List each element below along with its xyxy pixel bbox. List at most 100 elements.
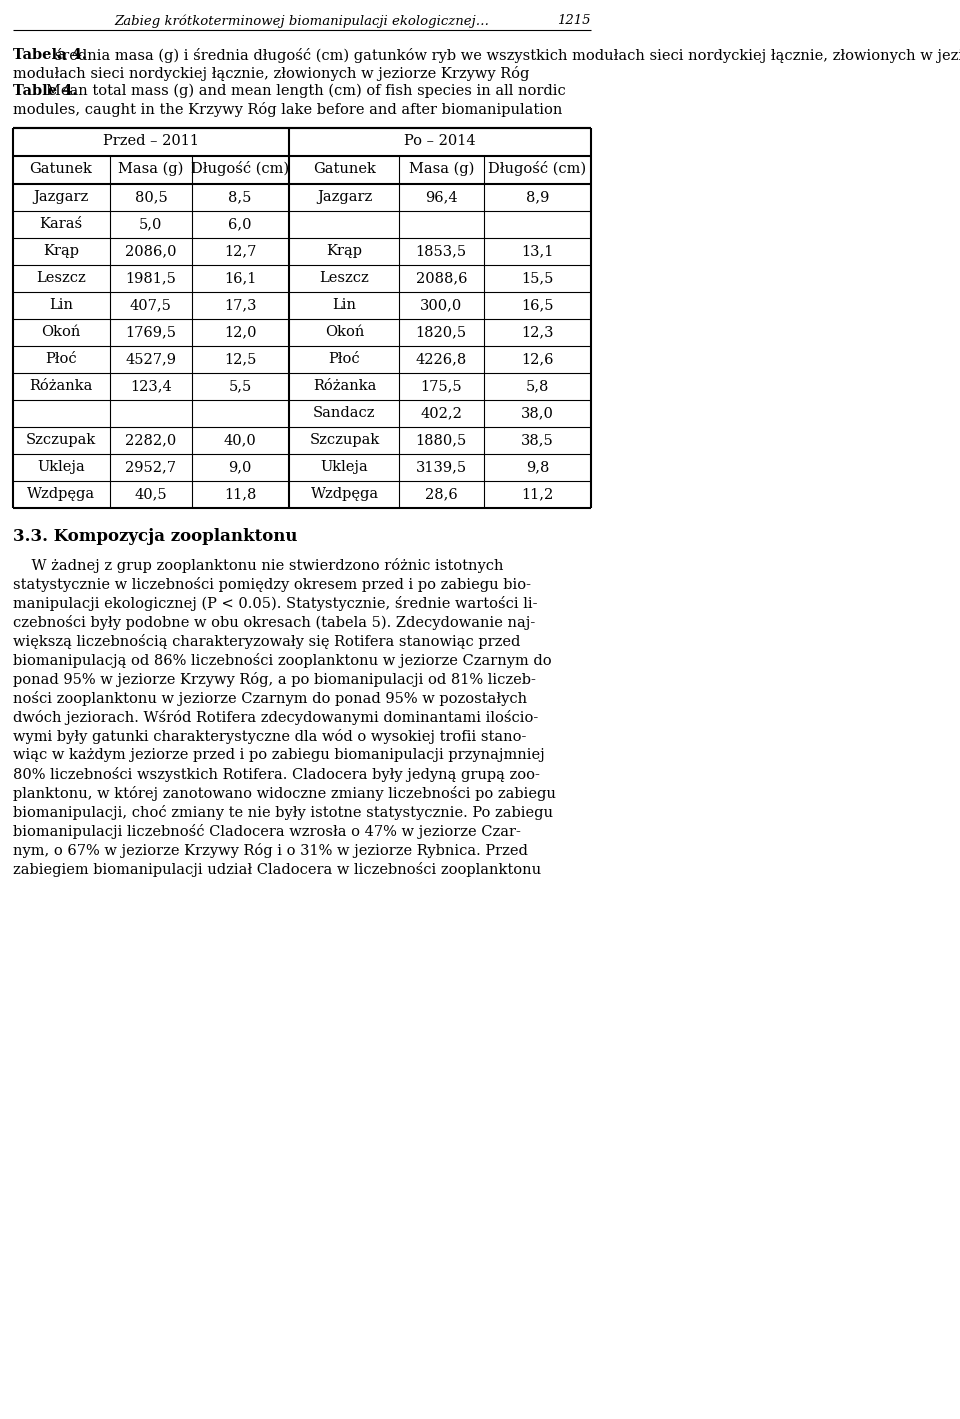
Text: Lin: Lin xyxy=(332,298,356,312)
Text: 8,9: 8,9 xyxy=(526,190,549,204)
Text: 96,4: 96,4 xyxy=(425,190,458,204)
Text: 28,6: 28,6 xyxy=(425,487,458,501)
Text: Długość (cm): Długość (cm) xyxy=(489,162,587,176)
Text: 4527,9: 4527,9 xyxy=(126,352,177,366)
Text: Masa (g): Masa (g) xyxy=(118,162,183,176)
Text: Leszcz: Leszcz xyxy=(36,271,85,285)
Text: Okoń: Okoń xyxy=(41,325,81,339)
Text: Table 4.: Table 4. xyxy=(12,84,77,98)
Text: Jazgarz: Jazgarz xyxy=(317,190,372,204)
Text: Krąp: Krąp xyxy=(326,244,363,258)
Text: Szczupak: Szczupak xyxy=(309,433,379,447)
Text: Szczupak: Szczupak xyxy=(26,433,96,447)
Text: 5,0: 5,0 xyxy=(139,217,162,231)
Text: 3139,5: 3139,5 xyxy=(416,460,467,474)
Text: Zabieg krótkoterminowej biomanipulacji ekologicznej…: Zabieg krótkoterminowej biomanipulacji e… xyxy=(114,14,490,27)
Text: 6,0: 6,0 xyxy=(228,217,252,231)
Text: biomanipulacji liczebność Cladocera wzrosła o 47% w jeziorze Czar-: biomanipulacji liczebność Cladocera wzro… xyxy=(12,824,520,839)
Text: 12,3: 12,3 xyxy=(521,325,554,339)
Text: Jazgarz: Jazgarz xyxy=(34,190,88,204)
Text: czebności były podobne w obu okresach (tabela 5). Zdecydowanie naj-: czebności były podobne w obu okresach (t… xyxy=(12,614,535,630)
Text: 1820,5: 1820,5 xyxy=(416,325,467,339)
Text: 300,0: 300,0 xyxy=(420,298,463,312)
Text: modules, caught in the Krzywy Róg lake before and after biomanipulation: modules, caught in the Krzywy Róg lake b… xyxy=(12,102,562,116)
Text: Wzdрęga: Wzdрęga xyxy=(27,487,95,501)
Text: Długość (cm): Długość (cm) xyxy=(191,162,289,176)
Text: 175,5: 175,5 xyxy=(420,379,462,393)
Text: Masa (g): Masa (g) xyxy=(409,162,474,176)
Text: Karaś: Karaś xyxy=(39,217,83,231)
Text: 9,8: 9,8 xyxy=(526,460,549,474)
Text: 11,2: 11,2 xyxy=(521,487,554,501)
Text: manipulacji ekologicznej (P < 0.05). Statystycznie, średnie wartości li-: manipulacji ekologicznej (P < 0.05). Sta… xyxy=(12,596,537,612)
Text: 5,8: 5,8 xyxy=(526,379,549,393)
Text: 3.3. Kompozycja zooplanktonu: 3.3. Kompozycja zooplanktonu xyxy=(12,528,297,545)
Text: 2952,7: 2952,7 xyxy=(126,460,177,474)
Text: Gatunek: Gatunek xyxy=(30,162,92,176)
Text: 80% liczebności wszystkich Rotifera. Cladocera były jedyną grupą zoo-: 80% liczebności wszystkich Rotifera. Cla… xyxy=(12,768,540,782)
Text: Okoń: Okoń xyxy=(324,325,364,339)
Text: Po – 2014: Po – 2014 xyxy=(404,133,476,148)
Text: średnia masa (g) i średnia długość (cm) gatunków ryb we wszystkich modułach siec: średnia masa (g) i średnia długość (cm) … xyxy=(50,48,960,62)
Text: ponad 95% w jeziorze Krzywy Róg, a po biomanipulacji od 81% liczeb-: ponad 95% w jeziorze Krzywy Róg, a po bi… xyxy=(12,673,536,687)
Text: 38,5: 38,5 xyxy=(521,433,554,447)
Text: 16,1: 16,1 xyxy=(224,271,256,285)
Text: 1769,5: 1769,5 xyxy=(126,325,177,339)
Text: 9,0: 9,0 xyxy=(228,460,252,474)
Text: Różanka: Różanka xyxy=(313,379,376,393)
Text: 8,5: 8,5 xyxy=(228,190,252,204)
Text: 5,5: 5,5 xyxy=(228,379,252,393)
Text: Płoć: Płoć xyxy=(328,352,360,366)
Text: 13,1: 13,1 xyxy=(521,244,554,258)
Text: dwóch jeziorach. Wśród Rotifera zdecydowanymi dominantami ilościo-: dwóch jeziorach. Wśród Rotifera zdecydow… xyxy=(12,710,538,725)
Text: 4226,8: 4226,8 xyxy=(416,352,467,366)
Text: zabiegiem biomanipulacji udział Cladocera w liczebności zooplanktonu: zabiegiem biomanipulacji udział Cladocer… xyxy=(12,861,540,877)
Text: W żadnej z grup zooplanktonu nie stwierdzono różnic istotnych: W żadnej z grup zooplanktonu nie stwierd… xyxy=(12,558,503,573)
Text: 2282,0: 2282,0 xyxy=(125,433,177,447)
Text: wymi były gatunki charakterystyczne dla wód o wysokiej trofii stano-: wymi były gatunki charakterystyczne dla … xyxy=(12,729,526,744)
Text: 1981,5: 1981,5 xyxy=(126,271,177,285)
Text: Ukleja: Ukleja xyxy=(37,460,84,474)
Text: Tabela 4.: Tabela 4. xyxy=(12,48,86,62)
Text: Płoć: Płoć xyxy=(45,352,77,366)
Text: 15,5: 15,5 xyxy=(521,271,554,285)
Text: 17,3: 17,3 xyxy=(224,298,256,312)
Text: statystycznie w liczebności pomiędzy okresem przed i po zabiegu bio-: statystycznie w liczebności pomiędzy okr… xyxy=(12,578,531,592)
Text: nym, o 67% w jeziorze Krzywy Róg i o 31% w jeziorze Rybnica. Przed: nym, o 67% w jeziorze Krzywy Róg i o 31%… xyxy=(12,843,527,858)
Text: planktonu, w której zanotowano widoczne zmiany liczebności po zabiegu: planktonu, w której zanotowano widoczne … xyxy=(12,786,556,800)
Text: 16,5: 16,5 xyxy=(521,298,554,312)
Text: ności zooplanktonu w jeziorze Czarnym do ponad 95% w pozostałych: ności zooplanktonu w jeziorze Czarnym do… xyxy=(12,691,527,707)
Text: Przed – 2011: Przed – 2011 xyxy=(103,133,199,148)
Text: wiąc w każdym jeziorze przed i po zabiegu biomanipulacji przynajmniej: wiąc w każdym jeziorze przed i po zabieg… xyxy=(12,748,544,762)
Text: Lin: Lin xyxy=(49,298,73,312)
Text: 1880,5: 1880,5 xyxy=(416,433,467,447)
Text: 80,5: 80,5 xyxy=(134,190,167,204)
Text: modułach sieci nordyckiej łącznie, złowionych w jeziorze Krzywy Róg: modułach sieci nordyckiej łącznie, złowi… xyxy=(12,67,529,81)
Text: biomanipulacji, choć zmiany te nie były istotne statystycznie. Po zabiegu: biomanipulacji, choć zmiany te nie były … xyxy=(12,805,553,820)
Text: 407,5: 407,5 xyxy=(130,298,172,312)
Text: większą liczebnością charakteryzowały się Rotifera stanowiąc przed: większą liczebnością charakteryzowały si… xyxy=(12,634,520,648)
Text: 2086,0: 2086,0 xyxy=(125,244,177,258)
Text: Wzdрęga: Wzdрęga xyxy=(310,487,378,501)
Text: 12,0: 12,0 xyxy=(224,325,256,339)
Text: 12,7: 12,7 xyxy=(224,244,256,258)
Text: biomanipulacją od 86% liczebności zooplanktonu w jeziorze Czarnym do: biomanipulacją od 86% liczebności zoopla… xyxy=(12,653,551,668)
Text: 1853,5: 1853,5 xyxy=(416,244,467,258)
Text: 40,0: 40,0 xyxy=(224,433,256,447)
Text: 1215: 1215 xyxy=(558,14,591,27)
Text: 2088,6: 2088,6 xyxy=(416,271,468,285)
Text: Krąp: Krąp xyxy=(43,244,79,258)
Text: Sandacz: Sandacz xyxy=(313,406,375,420)
Text: Ukleja: Ukleja xyxy=(321,460,369,474)
Text: Leszcz: Leszcz xyxy=(320,271,370,285)
Text: Mean total mass (g) and mean length (cm) of fish species in all nordic: Mean total mass (g) and mean length (cm)… xyxy=(46,84,565,98)
Text: 402,2: 402,2 xyxy=(420,406,463,420)
Text: 38,0: 38,0 xyxy=(521,406,554,420)
Text: Różanka: Różanka xyxy=(30,379,93,393)
Text: 11,8: 11,8 xyxy=(224,487,256,501)
Text: 12,5: 12,5 xyxy=(224,352,256,366)
Text: 12,6: 12,6 xyxy=(521,352,554,366)
Text: Gatunek: Gatunek xyxy=(313,162,376,176)
Text: 123,4: 123,4 xyxy=(130,379,172,393)
Text: 40,5: 40,5 xyxy=(134,487,167,501)
